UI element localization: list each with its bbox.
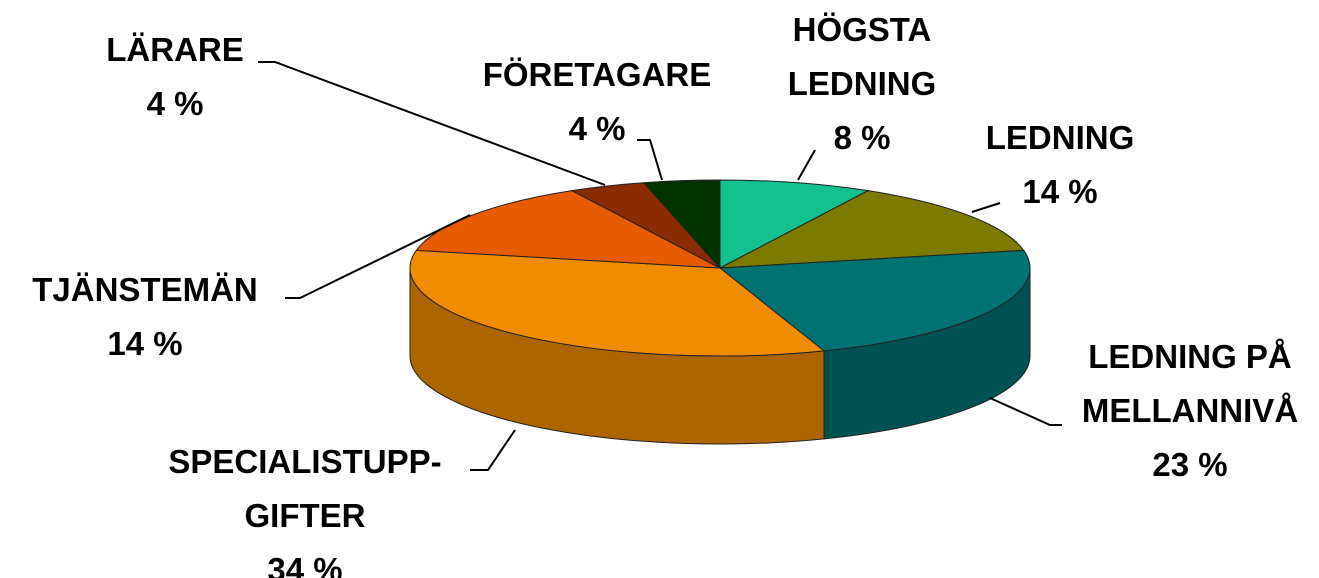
- value-label: 4 %: [568, 110, 626, 147]
- slice-label: LEDNING 14 %: [860, 111, 1260, 219]
- leader-line: [285, 214, 471, 299]
- slice: [415, 190, 721, 269]
- slice-label: HÖGSTA LEDNING 8 %: [662, 3, 1062, 165]
- category-label: FÖRETAGARE: [482, 56, 712, 93]
- slice-label: FÖRETAGARE 4 %: [397, 48, 797, 156]
- leader-line: [797, 149, 816, 181]
- leader-line: [989, 397, 1062, 426]
- leader-line: [637, 139, 663, 181]
- slice-label: LÄRARE 4 %: [0, 23, 375, 131]
- value-label: 4 %: [146, 85, 204, 122]
- slice: [718, 249, 1031, 352]
- leader-line: [470, 429, 516, 471]
- category-label: SPECIALISTUPP- GIFTER: [168, 443, 442, 534]
- slice-label: SPECIALISTUPP- GIFTER 34 %: [105, 435, 505, 578]
- slice: [719, 190, 1025, 269]
- value-label: 8 %: [833, 119, 891, 156]
- category-label: LEDNING PÅ MELLANNIVÅ: [1081, 338, 1299, 429]
- leader-line: [971, 202, 1001, 213]
- slice-label: LEDNING PÅ MELLANNIVÅ 23 %: [990, 330, 1319, 492]
- value-label: 14 %: [1022, 173, 1098, 210]
- category-label: TJÄNSTEMÄN: [32, 271, 258, 308]
- value-label: 34 %: [267, 551, 343, 578]
- slice: [409, 249, 826, 357]
- leader-line: [258, 61, 606, 186]
- category-label: LÄRARE: [106, 31, 244, 68]
- slice: [719, 179, 870, 269]
- value-label: 14 %: [107, 325, 183, 362]
- category-label: LEDNING: [985, 119, 1135, 156]
- category-label: HÖGSTA LEDNING: [787, 11, 937, 102]
- slice-label: TJÄNSTEMÄN 14 %: [0, 263, 345, 371]
- slice: [642, 179, 721, 270]
- value-label: 23 %: [1152, 446, 1228, 483]
